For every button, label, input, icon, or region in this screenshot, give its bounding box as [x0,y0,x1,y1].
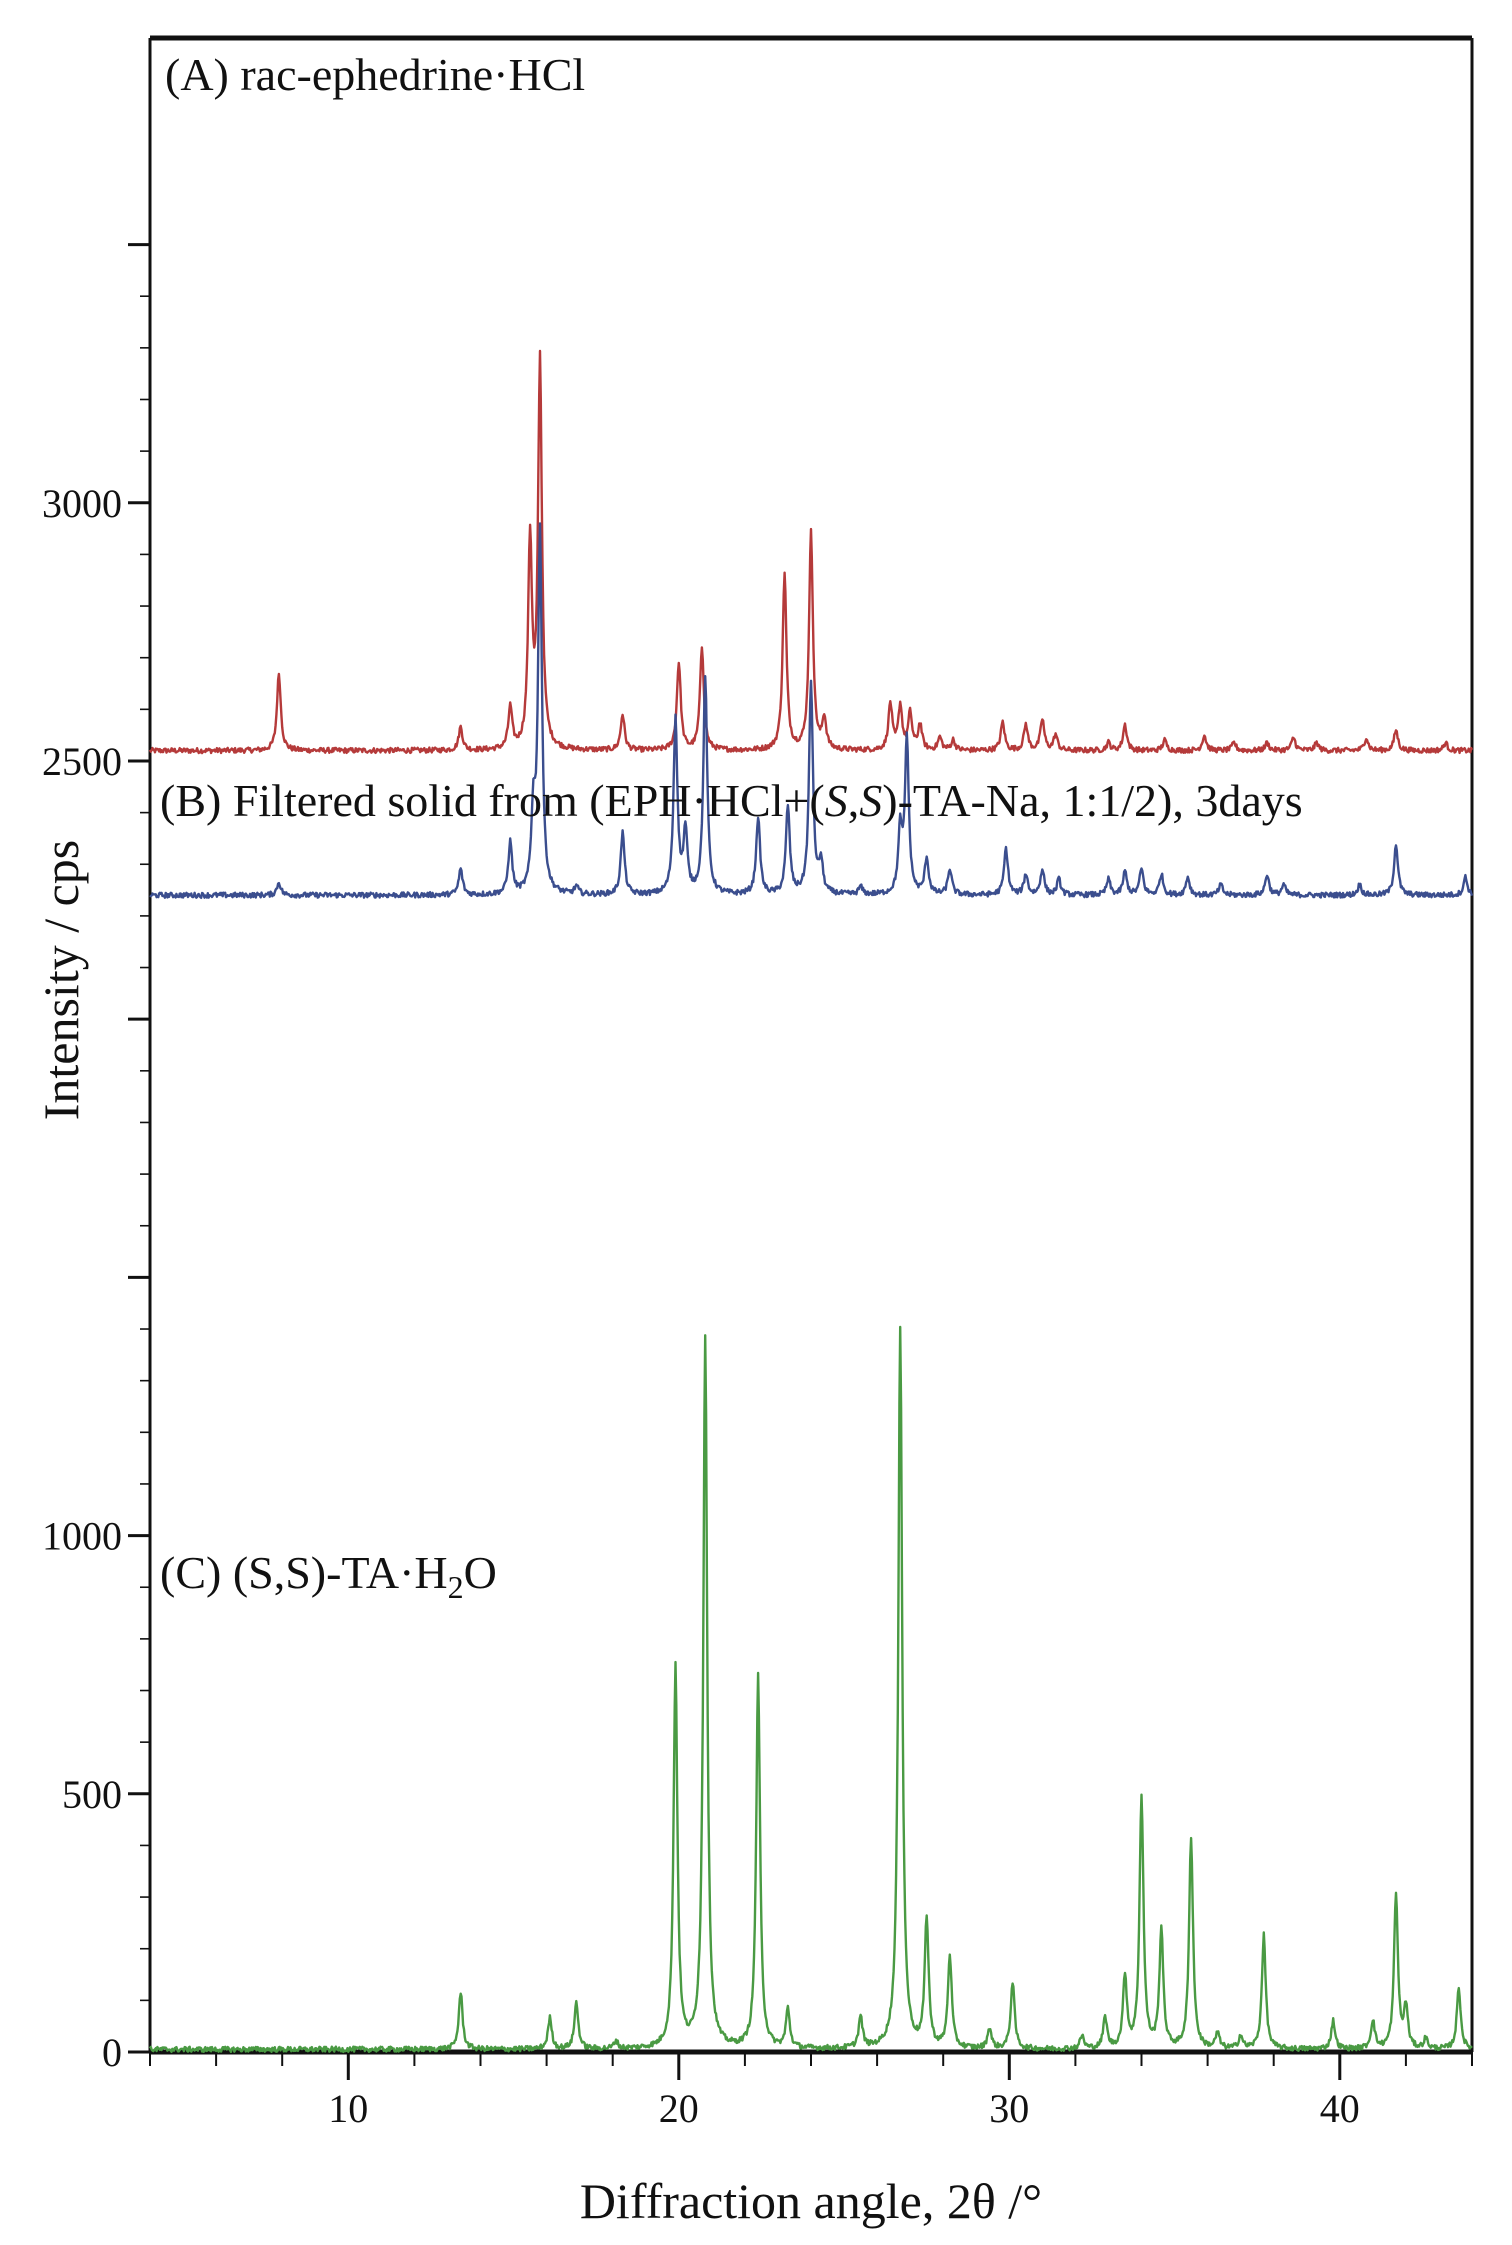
annotation-series-a: (A) rac-ephedrine·HCl [165,49,585,100]
axis-ticks [128,243,1473,2080]
x-tick-label-30: 30 [989,2086,1029,2131]
series-line-c [148,1325,1473,2054]
x-tick-label-40: 40 [1320,2086,1360,2131]
x-tick-labels: 10 20 30 40 [328,2086,1360,2131]
y-tick-label-3000: 3000 [42,481,122,526]
series-group [148,349,1474,2054]
y-tick-labels: 0 500 1000 2500 3000 [42,481,122,2075]
y-tick-label-2500: 2500 [42,739,122,784]
annotation-series-b: (B) Filtered solid from (EPH·HCl+(S,S)-T… [160,775,1303,826]
x-axis-title: Diffraction angle, 2θ /° [580,2173,1042,2229]
y-tick-label-0: 0 [102,2030,122,2075]
series-line-b [149,522,1474,899]
series-line-a [148,349,1474,755]
y-tick-label-1000: 1000 [42,1514,122,1559]
annotation-series-c: (C) (S,S)-TA·H2O [160,1547,497,1605]
y-tick-label-500: 500 [62,1772,122,1817]
x-tick-label-20: 20 [659,2086,699,2131]
y-axis-title: Intensity / cps [33,840,89,1121]
x-tick-label-10: 10 [328,2086,368,2131]
